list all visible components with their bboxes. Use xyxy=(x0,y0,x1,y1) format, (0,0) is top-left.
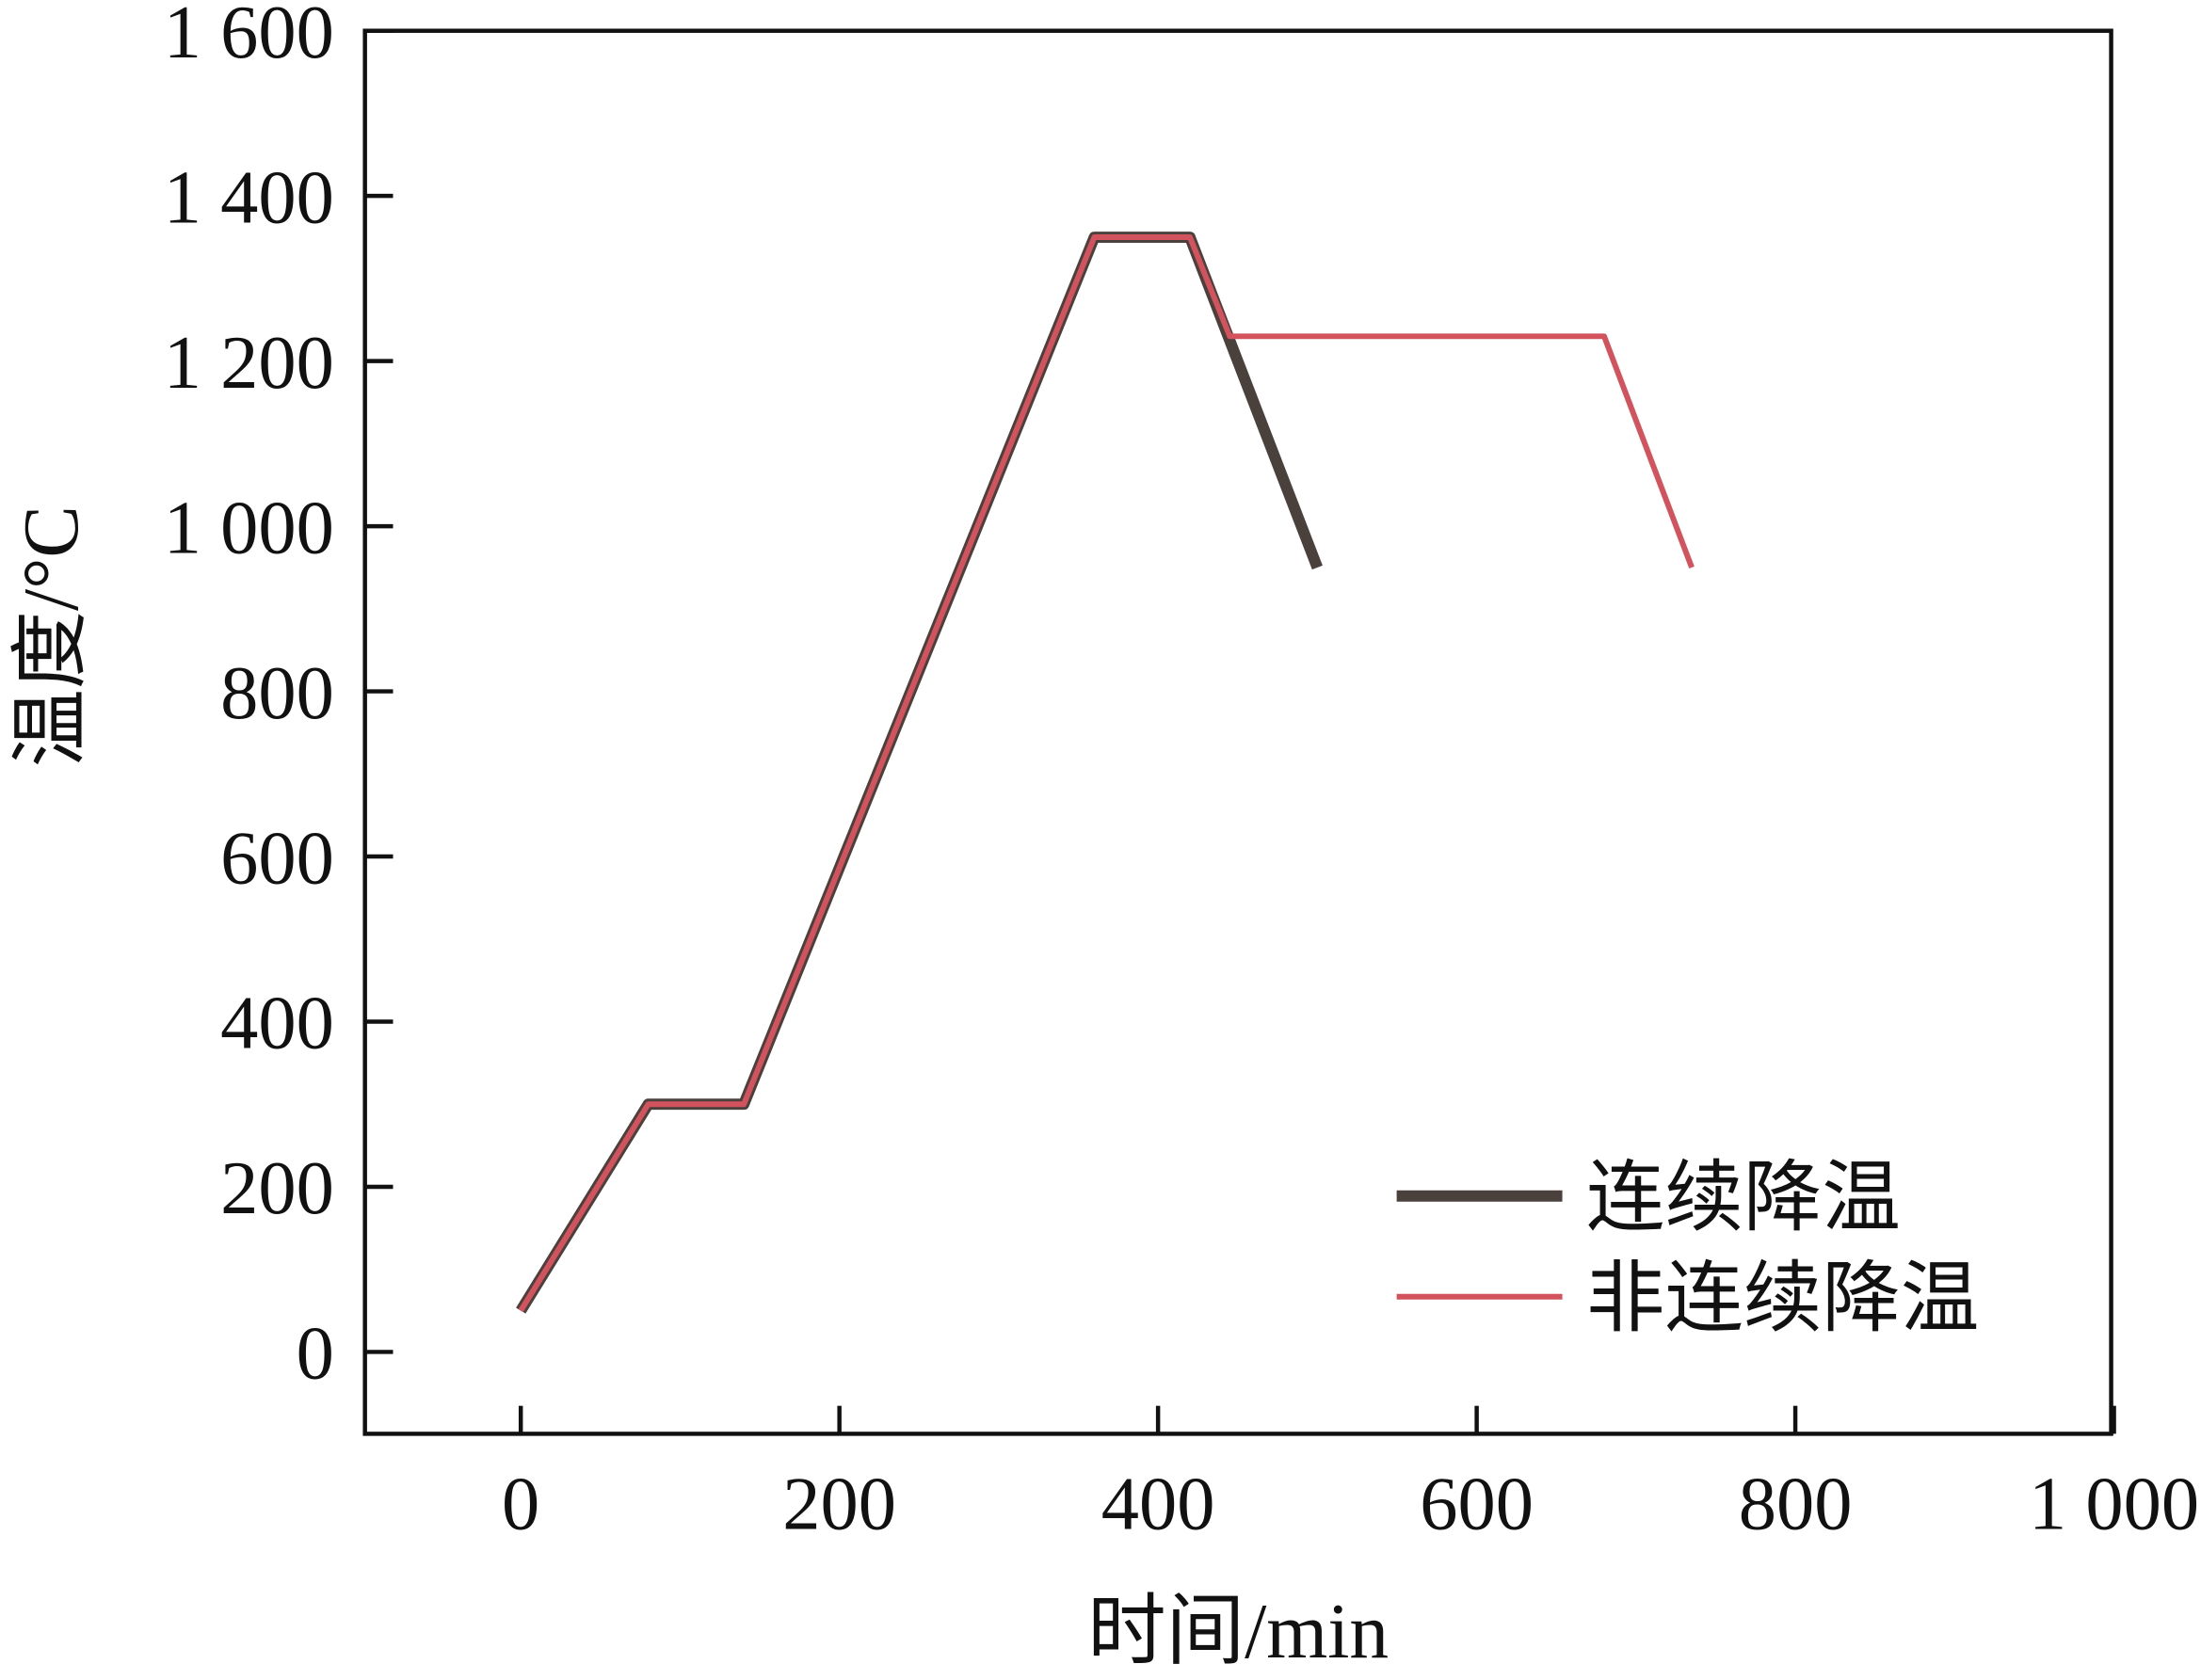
y-tick-label: 800 xyxy=(220,651,334,735)
y-tick-label: 200 xyxy=(220,1146,334,1230)
y-tick-label: 1 400 xyxy=(164,156,334,240)
y-tick-label: 0 xyxy=(297,1312,334,1396)
x-tick-label: 800 xyxy=(1739,1463,1853,1546)
y-tick-label: 400 xyxy=(220,982,334,1065)
x-tick-label: 400 xyxy=(1101,1463,1215,1546)
x-tick-label: 600 xyxy=(1420,1463,1534,1546)
legend-label: 连续降温 xyxy=(1586,1156,1901,1242)
legend-label: 非连续降温 xyxy=(1586,1256,1979,1343)
line-series xyxy=(518,234,1695,1313)
y-tick-label: 1 000 xyxy=(164,486,334,569)
y-axis-label: 温度/°C xyxy=(8,505,95,767)
line-series xyxy=(516,232,1323,1314)
x-tick-label: 1 000 xyxy=(2029,1463,2199,1546)
x-tick-label: 0 xyxy=(502,1463,539,1546)
y-tick-label: 1 600 xyxy=(164,0,334,74)
y-tick-label: 600 xyxy=(220,816,334,900)
plot-frame xyxy=(362,28,2113,1436)
x-axis-label: 时间/min xyxy=(1087,1589,1389,1675)
y-tick-label: 1 200 xyxy=(164,321,334,405)
x-tick-label: 200 xyxy=(782,1463,896,1546)
